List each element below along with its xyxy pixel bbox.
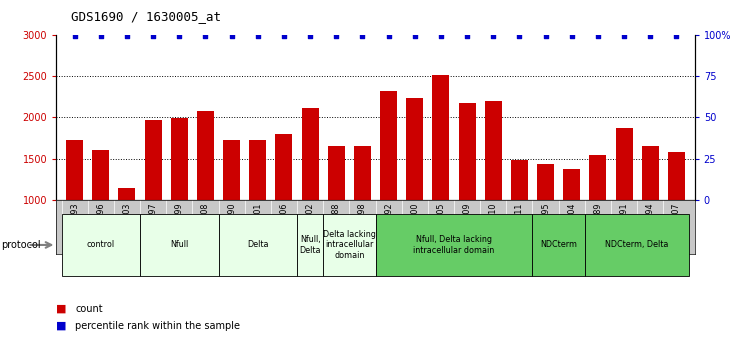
Text: GSM53409: GSM53409: [463, 203, 472, 246]
Text: GSM53400: GSM53400: [410, 203, 419, 246]
Point: [409, 33, 421, 39]
Bar: [197, 111, 214, 283]
Text: GSM53392: GSM53392: [384, 203, 393, 246]
Point: [121, 33, 133, 39]
Bar: [223, 140, 240, 283]
Bar: [302, 108, 318, 283]
Bar: [66, 140, 83, 283]
Bar: [484, 101, 502, 283]
Bar: [276, 134, 292, 283]
Text: GSM53399: GSM53399: [175, 203, 184, 246]
Bar: [380, 91, 397, 283]
Text: GSM53393: GSM53393: [70, 203, 79, 246]
Point: [173, 33, 185, 39]
Text: GSM53389: GSM53389: [593, 203, 602, 246]
Point: [566, 33, 578, 39]
Bar: [376, 214, 532, 276]
Bar: [140, 214, 219, 276]
Text: GSM53402: GSM53402: [306, 203, 315, 246]
Text: GSM53394: GSM53394: [646, 203, 655, 246]
Text: percentile rank within the sample: percentile rank within the sample: [75, 321, 240, 331]
Text: GSM53391: GSM53391: [620, 203, 629, 246]
Text: Nfull: Nfull: [170, 240, 189, 249]
Bar: [119, 188, 135, 283]
Point: [382, 33, 394, 39]
Text: GSM53396: GSM53396: [96, 203, 105, 246]
Bar: [563, 169, 581, 283]
Point: [514, 33, 526, 39]
Text: GSM53401: GSM53401: [253, 203, 262, 246]
Bar: [668, 152, 685, 283]
Bar: [511, 159, 528, 283]
Text: GSM53407: GSM53407: [672, 203, 681, 246]
Point: [592, 33, 604, 39]
Bar: [327, 146, 345, 283]
Text: GSM53403: GSM53403: [122, 203, 131, 246]
Text: GSM53397: GSM53397: [149, 203, 158, 246]
Text: GSM53390: GSM53390: [227, 203, 236, 246]
Bar: [145, 120, 161, 283]
Point: [357, 33, 369, 39]
Text: GDS1690 / 1630005_at: GDS1690 / 1630005_at: [71, 10, 222, 23]
Point: [278, 33, 290, 39]
Text: Nfull,
Delta: Nfull, Delta: [300, 235, 321, 255]
Bar: [170, 118, 188, 283]
Point: [435, 33, 447, 39]
Text: Nfull, Delta lacking
intracellular domain: Nfull, Delta lacking intracellular domai…: [413, 235, 495, 255]
Point: [671, 33, 683, 39]
Text: control: control: [86, 240, 115, 249]
Text: NDCterm, Delta: NDCterm, Delta: [605, 240, 669, 249]
Point: [225, 33, 237, 39]
Bar: [641, 146, 659, 283]
Point: [330, 33, 342, 39]
Text: ■: ■: [56, 304, 67, 314]
Bar: [219, 214, 297, 276]
Text: protocol: protocol: [1, 240, 41, 250]
Text: count: count: [75, 304, 103, 314]
Text: GSM53406: GSM53406: [279, 203, 288, 246]
Point: [644, 33, 656, 39]
Text: GSM53410: GSM53410: [489, 203, 498, 246]
Point: [461, 33, 473, 39]
Bar: [249, 140, 267, 283]
Point: [68, 33, 80, 39]
Bar: [92, 150, 110, 283]
Text: GSM53404: GSM53404: [567, 203, 576, 246]
Text: GSM53395: GSM53395: [541, 203, 550, 246]
Point: [95, 33, 107, 39]
Bar: [585, 214, 689, 276]
Point: [487, 33, 499, 39]
Text: ■: ■: [56, 321, 67, 331]
Point: [618, 33, 630, 39]
Text: Delta: Delta: [247, 240, 269, 249]
Text: GSM53408: GSM53408: [201, 203, 210, 246]
Text: Delta lacking
intracellular
domain: Delta lacking intracellular domain: [323, 230, 376, 260]
Bar: [459, 103, 475, 283]
Bar: [406, 98, 424, 283]
Bar: [297, 214, 323, 276]
Text: NDCterm: NDCterm: [540, 240, 577, 249]
Bar: [537, 164, 554, 283]
Point: [252, 33, 264, 39]
Bar: [354, 146, 371, 283]
Point: [200, 33, 212, 39]
Point: [539, 33, 551, 39]
Bar: [323, 214, 376, 276]
Bar: [590, 155, 606, 283]
Text: GSM53388: GSM53388: [332, 203, 341, 246]
Text: GSM53405: GSM53405: [436, 203, 445, 246]
Bar: [532, 214, 585, 276]
Point: [304, 33, 316, 39]
Bar: [62, 214, 140, 276]
Text: GSM53398: GSM53398: [358, 203, 367, 246]
Point: [147, 33, 159, 39]
Text: GSM53411: GSM53411: [515, 203, 524, 246]
Bar: [433, 75, 449, 283]
Bar: [616, 128, 632, 283]
